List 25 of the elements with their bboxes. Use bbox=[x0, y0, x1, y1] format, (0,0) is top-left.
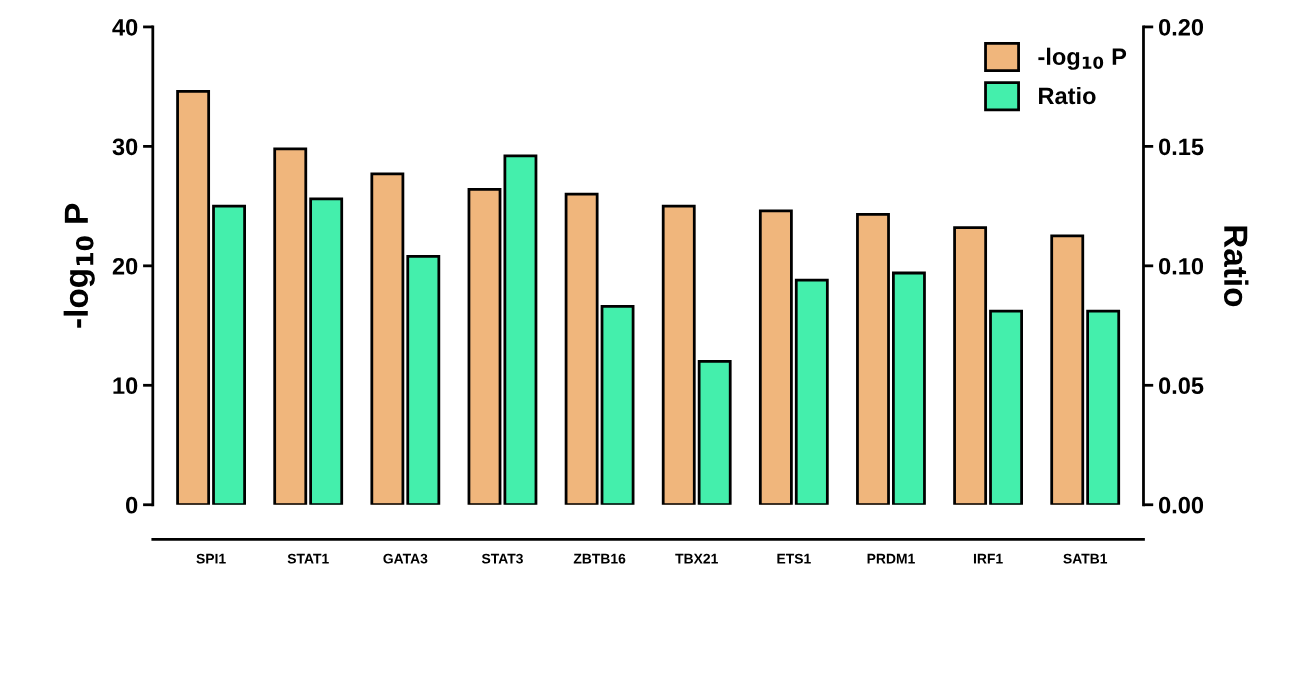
bar bbox=[661, 204, 696, 505]
x-tick-label: SATB1 bbox=[1063, 553, 1108, 564]
y-axis-title: -log$_{10}$ P bbox=[63, 203, 95, 328]
y2-tick-label: 0.10 bbox=[1159, 257, 1204, 275]
x-tick-label: PRDM1 bbox=[867, 553, 915, 564]
y2-tick-label: 0.15 bbox=[1159, 138, 1204, 156]
x-tick-label: TBX21 bbox=[675, 553, 718, 564]
y-tick-label: 20 bbox=[112, 257, 138, 275]
y2-axis-title: Ratio bbox=[1223, 226, 1249, 307]
x-tick-label: GATA3 bbox=[383, 553, 428, 564]
y2-tick-label: 0.20 bbox=[1159, 18, 1204, 36]
y-tick-label: 40 bbox=[112, 18, 138, 36]
x-tick-label: IRF1 bbox=[973, 553, 1003, 564]
y-tick-label: 0 bbox=[126, 496, 138, 514]
y-tick-label: 30 bbox=[112, 138, 138, 156]
x-tick-label: STAT3 bbox=[481, 553, 523, 564]
legend-label: -log$_{10}$ P bbox=[1038, 47, 1127, 70]
x-tick-label: ETS1 bbox=[777, 553, 811, 564]
x-tick-label: STAT1 bbox=[287, 553, 329, 564]
x-tick-label: ZBTB16 bbox=[573, 553, 626, 564]
y2-tick-label: 0.05 bbox=[1159, 377, 1204, 395]
x-tick-label: SPI1 bbox=[196, 553, 226, 564]
y2-tick-label: 0.00 bbox=[1159, 496, 1204, 514]
legend-label: Ratio bbox=[1039, 86, 1096, 105]
y-tick-label: 10 bbox=[113, 377, 138, 395]
